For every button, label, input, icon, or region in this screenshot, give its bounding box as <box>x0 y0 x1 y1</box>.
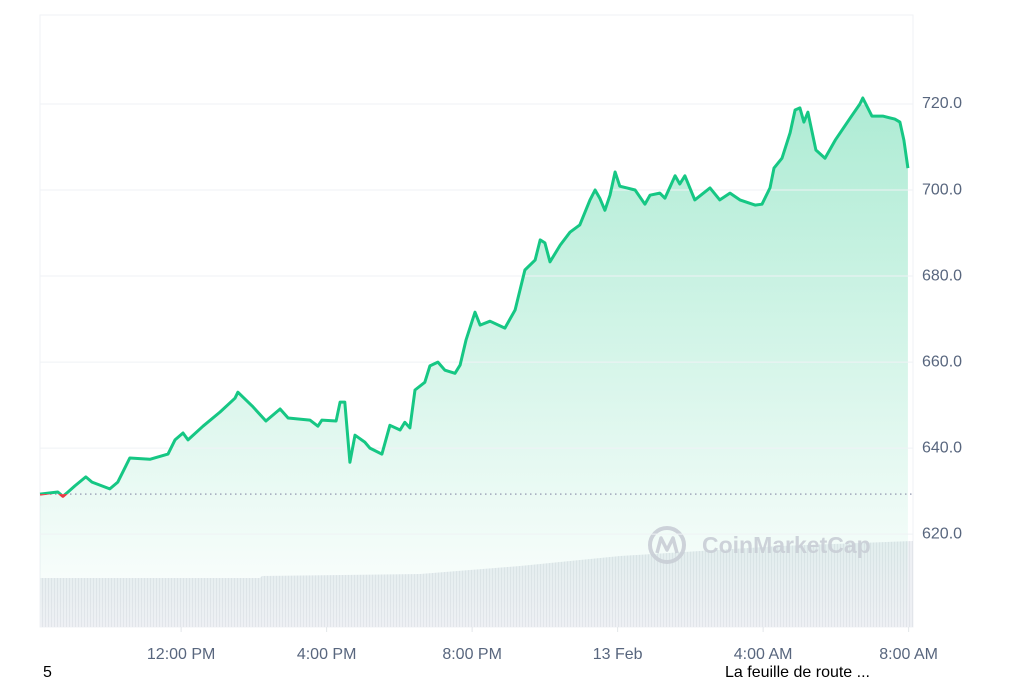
y-tick-label: 720.0 <box>922 95 962 112</box>
watermark-text: CoinMarketCap <box>702 532 871 558</box>
x-tick-label: 12:00 PM <box>147 646 215 663</box>
y-tick-label: 620.0 <box>922 525 962 542</box>
x-tick-label: 8:00 PM <box>442 646 502 663</box>
footer-right: La feuille de route ... <box>725 664 870 681</box>
x-tick-label: 4:00 AM <box>734 646 793 663</box>
y-tick-label: 660.0 <box>922 353 962 370</box>
x-tick-label: 8:00 AM <box>879 646 938 663</box>
x-tick-label: 4:00 PM <box>297 646 357 663</box>
x-tick-label: 13 Feb <box>593 646 643 663</box>
y-tick-label: 680.0 <box>922 267 962 284</box>
footer-left: 5 <box>43 664 52 681</box>
price-line <box>39 96 910 495</box>
y-tick-label: 700.0 <box>922 181 962 198</box>
watermark: CoinMarketCap <box>648 526 871 564</box>
y-tick-label: 640.0 <box>922 439 962 456</box>
